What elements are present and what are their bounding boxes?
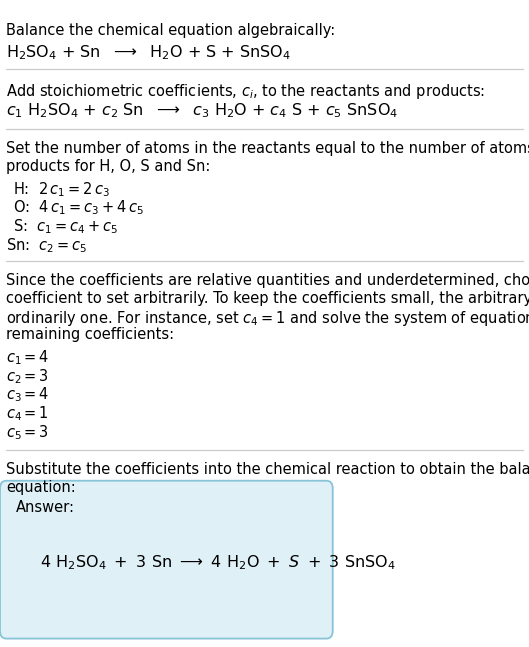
Text: Since the coefficients are relative quantities and underdetermined, choose a: Since the coefficients are relative quan… xyxy=(6,273,529,288)
Text: Answer:: Answer: xyxy=(16,500,75,515)
Text: $c_3 = 4$: $c_3 = 4$ xyxy=(6,386,50,404)
Text: S:  $c_1 = c_4 + c_5$: S: $c_1 = c_4 + c_5$ xyxy=(13,217,118,236)
Text: $c_1$ $\mathsf{H_2SO_4}$ + $c_2$ Sn  $\longrightarrow$  $c_3$ $\mathsf{H_2O}$ + : $c_1$ $\mathsf{H_2SO_4}$ + $c_2$ Sn $\lo… xyxy=(6,102,399,120)
Text: Substitute the coefficients into the chemical reaction to obtain the balanced: Substitute the coefficients into the che… xyxy=(6,462,529,477)
FancyBboxPatch shape xyxy=(0,481,333,639)
Text: $c_2 = 3$: $c_2 = 3$ xyxy=(6,367,49,386)
Text: H:  $2\,c_1 = 2\,c_3$: H: $2\,c_1 = 2\,c_3$ xyxy=(13,180,111,199)
Text: $c_1 = 4$: $c_1 = 4$ xyxy=(6,348,50,367)
Text: $\mathsf{H_2SO_4}$ + Sn  $\longrightarrow$  $\mathsf{H_2O}$ + S + $\mathsf{SnSO_: $\mathsf{H_2SO_4}$ + Sn $\longrightarrow… xyxy=(6,43,291,62)
Text: O:  $4\,c_1 = c_3 + 4\,c_5$: O: $4\,c_1 = c_3 + 4\,c_5$ xyxy=(13,199,144,217)
Text: Sn:  $c_2 = c_5$: Sn: $c_2 = c_5$ xyxy=(6,236,88,255)
Text: Add stoichiometric coefficients, $c_i$, to the reactants and products:: Add stoichiometric coefficients, $c_i$, … xyxy=(6,82,486,100)
Text: ordinarily one. For instance, set $c_4 = 1$ and solve the system of equations fo: ordinarily one. For instance, set $c_4 =… xyxy=(6,309,529,328)
Text: $c_5 = 3$: $c_5 = 3$ xyxy=(6,423,49,442)
Text: products for H, O, S and Sn:: products for H, O, S and Sn: xyxy=(6,159,211,174)
Text: Balance the chemical equation algebraically:: Balance the chemical equation algebraica… xyxy=(6,23,335,38)
Text: $4\ \mathsf{H_2SO_4}\ +\ 3\ \mathrm{Sn}\ \longrightarrow\ 4\ \mathsf{H_2O}\ +\ S: $4\ \mathsf{H_2SO_4}\ +\ 3\ \mathrm{Sn}\… xyxy=(40,554,396,572)
Text: remaining coefficients:: remaining coefficients: xyxy=(6,327,175,342)
Text: equation:: equation: xyxy=(6,480,76,495)
Text: Set the number of atoms in the reactants equal to the number of atoms in the: Set the number of atoms in the reactants… xyxy=(6,141,529,156)
Text: $c_4 = 1$: $c_4 = 1$ xyxy=(6,404,49,423)
Text: coefficient to set arbitrarily. To keep the coefficients small, the arbitrary va: coefficient to set arbitrarily. To keep … xyxy=(6,291,529,306)
